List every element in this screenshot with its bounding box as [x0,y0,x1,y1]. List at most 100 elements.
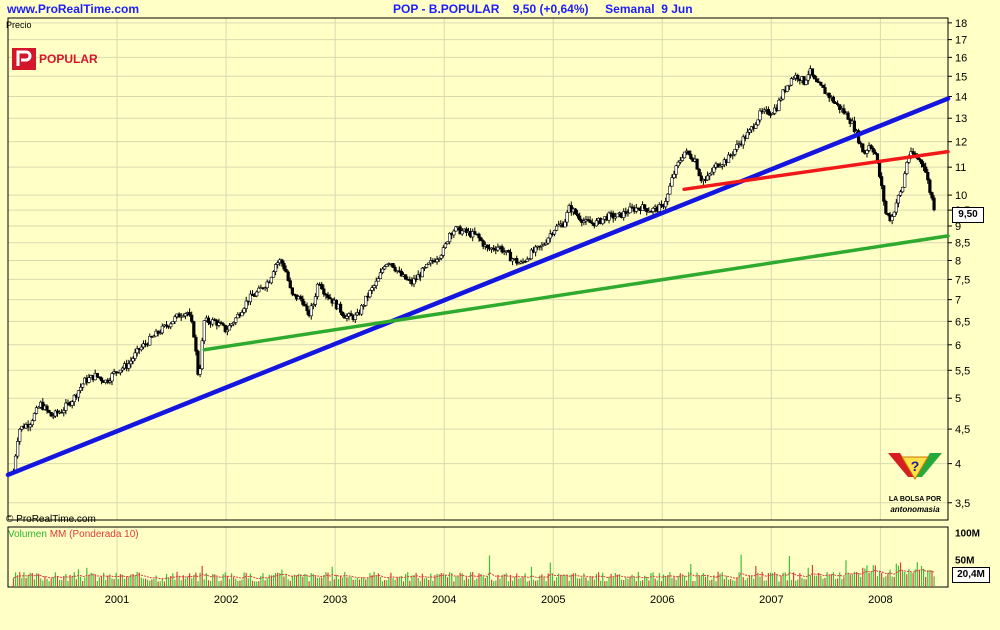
candle-body [120,367,125,371]
candle-body [804,79,808,85]
candle-body [16,441,20,457]
candle-body [448,233,452,243]
candle-body [919,159,924,164]
candle-body [601,218,605,224]
candle-body [223,324,227,332]
candle-body [838,104,842,110]
candle-body [756,119,760,126]
x-tick-label: 2006 [650,594,674,606]
candle-body [219,322,223,324]
candle-body [28,424,32,428]
y-tick-label: 3,5 [955,498,970,510]
candle-body [735,144,739,150]
candle-body [477,233,481,239]
candle-body [62,410,66,413]
candle-body [762,109,766,112]
y-tick-label: 6 [955,340,961,352]
candle-body [668,185,672,195]
candle-body [171,321,175,325]
candle-body [315,283,320,297]
volume-tick-label: 100M [955,528,980,539]
last-price-badge: 9,50 [952,207,984,223]
candle-body [890,216,894,221]
candle-body [626,212,630,215]
y-tick-label: 11 [955,162,966,174]
candle-body [353,314,357,320]
candle-body [622,211,626,218]
candle-body [708,173,712,177]
candle-body [378,272,383,279]
candle-body [473,231,477,235]
site-link[interactable]: www.ProRealTime.com [7,2,140,16]
candle-body [624,211,628,214]
candle-body [49,412,53,417]
candle-body [311,304,315,307]
candle-body [578,215,582,221]
candle-body [689,153,693,159]
candle-body [284,268,288,273]
candle-body [458,226,462,235]
candle-body [846,112,850,120]
candle-body [108,380,112,383]
candle-body [871,148,875,153]
candle-body [404,274,408,280]
candle-body [271,271,276,278]
candle-body [148,336,152,346]
candle-body [443,243,448,248]
candle-body [372,285,376,288]
candle-body [485,244,489,249]
candle-body [554,225,559,231]
candle-body [861,143,865,153]
candle-body [286,271,290,281]
x-tick-label: 2008 [868,594,892,606]
candle-body [496,246,500,251]
candle-body [412,278,416,285]
candle-body [141,343,146,348]
candle-body [928,179,932,193]
candle-body [324,293,328,296]
candle-body [217,322,221,326]
candle-body [32,413,37,421]
candle-body [385,264,389,267]
y-tick-label: 14 [955,91,967,103]
price-axis-label: Precio [6,20,32,30]
candle-body [460,230,464,235]
popular-logo-mark [12,48,36,70]
y-tick-label: 15 [955,71,967,83]
y-tick-label: 7,5 [955,274,970,286]
candle-body [731,154,735,156]
volume-ticks: 100M 50M [955,528,980,566]
candle-body [827,92,831,99]
candle-body [678,160,682,163]
candle-body [710,171,714,175]
candle-body [695,158,699,170]
candle-body [886,212,890,216]
candle-body [645,208,649,213]
candle-body [812,75,817,80]
candle-body [745,132,750,139]
candle-body [898,191,903,196]
candle-body [190,314,194,322]
candle-body [768,114,773,116]
candle-body [380,268,385,273]
candle-body [169,323,173,328]
candle-body [634,207,638,212]
y-axis-ticks: 3,544,555,566,577,588,599,51011121314151… [955,18,970,510]
candle-body [546,237,550,244]
candle-body [575,213,580,217]
candle-body [320,283,324,290]
candle-body [288,280,292,289]
chart-title: POP - B.POPULAR 9,50 (+0,64%) Semanal 9 … [393,2,693,16]
candle-body [420,267,424,278]
y-tick-label: 18 [955,18,967,30]
candle-body [563,221,567,228]
candle-body [865,150,869,154]
candle-body [699,175,703,182]
candle-body [422,267,427,269]
candle-body [877,162,882,177]
candle-body [758,110,762,121]
candle-body [680,157,685,161]
candle-body [188,312,192,316]
bolsa-logo-line1: LA BOLSA POR [888,496,942,503]
